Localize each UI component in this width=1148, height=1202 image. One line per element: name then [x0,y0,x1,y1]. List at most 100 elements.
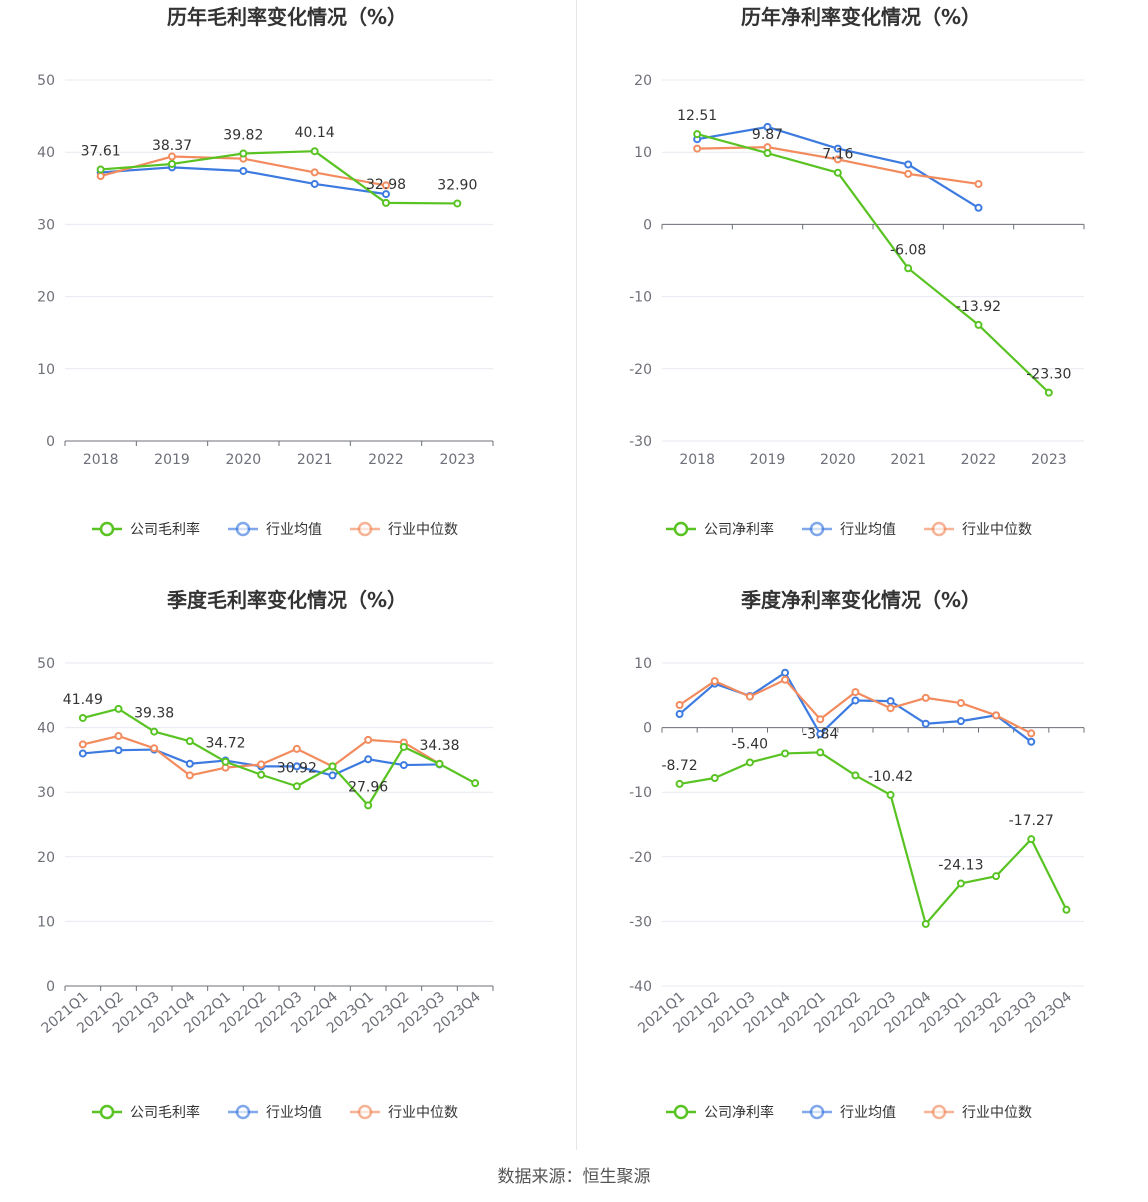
series-point-0 [675,779,684,788]
series-point-0 [851,771,860,780]
legend-label: 公司净利率 [704,521,774,538]
series-point-1 [78,749,87,758]
data-label: -5.40 [732,736,768,752]
series-point-0 [833,168,842,177]
series-point-1 [781,668,790,677]
series-point-1 [364,755,373,764]
series-point-2 [781,675,790,684]
legend-item: 公司毛利率 [92,521,200,538]
y-tick-label: 50 [37,656,55,672]
series-point-0 [1062,905,1071,914]
series-point-2 [992,711,1001,720]
series-point-2 [745,692,754,701]
series-point-2 [114,731,123,740]
data-label: -23.30 [1026,367,1071,383]
legend-label: 公司毛利率 [130,521,200,538]
data-label: -8.72 [661,758,697,774]
chart-title: 历年净利率变化情况（%） [741,5,981,29]
series-point-1 [310,179,319,188]
data-label: 32.98 [366,177,406,193]
series-point-2 [185,771,194,780]
series-point-0 [974,320,983,329]
series-point-0 [96,165,105,174]
legend-marker-icon [673,521,689,537]
series-line-2 [678,678,1032,735]
y-tick-label: -10 [629,785,652,801]
series-point-0 [904,264,913,273]
x-tick-label: 2019 [750,452,786,468]
series-point-1 [1027,737,1036,746]
series-point-2 [904,169,913,178]
x-tick-label: 2019 [154,452,190,468]
chart-title: 季度净利率变化情况（%） [740,588,981,612]
series-point-1 [956,717,965,726]
legend-item: 行业中位数 [924,1104,1032,1121]
y-tick-label: 10 [634,656,652,672]
legend-item: 行业中位数 [350,521,458,538]
y-tick-label: 10 [37,914,55,930]
series-point-1 [292,762,301,771]
y-tick-label: -20 [629,850,652,866]
series-point-0 [992,872,1001,881]
series-point-0 [693,130,702,139]
data-label: -10.42 [868,769,913,785]
y-tick-label: 30 [37,217,55,233]
series-point-0 [710,773,719,782]
series-point-0 [150,727,159,736]
series-point-0 [382,198,390,207]
legend-marker-icon [673,1104,689,1120]
legend-item: 行业均值 [802,1104,896,1121]
series-point-0 [257,770,266,779]
data-label: 37.61 [81,143,121,159]
y-tick-label: -30 [629,914,652,930]
x-tick-label: 2018 [83,452,119,468]
series-point-2 [710,677,719,686]
chart-annual-net-margin: 历年净利率变化情况（%） -30 -20 -10 0 10 20 2018 2019 2020 20… [574,0,1148,583]
data-label: 27.96 [348,779,388,795]
series-point-0 [435,759,444,768]
data-label: 12.51 [677,108,717,124]
legend-marker-icon [99,521,115,537]
data-label: -24.13 [938,857,983,873]
legend-label: 行业中位数 [388,1105,458,1121]
chart-annual-gross-margin-svg: 历年毛利率变化情况（%） 0 10 20 30 40 50 2018 2019 2020 2021 2… [37,5,494,538]
series-line-0 [696,133,1050,394]
data-label: 34.72 [205,736,245,752]
chart-quarterly-gross-margin-svg: 季度毛利率变化情况（%）010203040502021Q12021Q22021Q… [37,588,494,1121]
legend-marker-icon [235,1104,251,1120]
legend-label: 行业均值 [840,1105,896,1121]
series-point-1 [886,697,895,706]
series-point-0 [185,737,194,746]
chart-quarterly-net-margin-svg: 季度净利率变化情况（%）-40-30-20-100102021Q12021Q22… [629,588,1085,1121]
series-point-2 [921,693,930,702]
series-point-0 [886,790,895,799]
data-label: 30.92 [277,760,317,776]
legend-marker-icon [931,521,947,537]
series-point-1 [974,203,983,212]
series-point-1 [833,144,842,153]
legend-item: 行业均值 [228,1104,322,1121]
series-point-0 [781,749,790,758]
chart-title: 历年毛利率变化情况（%） [167,5,407,29]
series-point-1 [239,166,248,175]
legend-label: 行业均值 [266,1105,322,1121]
series-point-2 [956,699,965,708]
x-tick-label: 2020 [226,452,262,468]
data-label: 32.90 [437,177,477,193]
data-label: -6.08 [890,242,926,258]
legend-marker-icon [809,1104,825,1120]
legend-label: 公司净利率 [704,1104,774,1121]
series-point-2 [382,181,390,190]
legend-marker-icon [931,1104,947,1120]
data-label: 7.16 [822,147,853,163]
data-label: 9.87 [752,127,783,143]
series-point-2 [364,735,373,744]
panel-divider [576,0,577,1150]
y-tick-label: -40 [629,979,652,995]
series-point-0 [471,779,480,788]
y-tick-label: 0 [643,217,652,233]
series-point-2 [816,715,825,724]
y-tick-label: 20 [634,73,652,89]
y-tick-label: 50 [37,73,55,89]
data-label: 41.49 [63,692,103,708]
